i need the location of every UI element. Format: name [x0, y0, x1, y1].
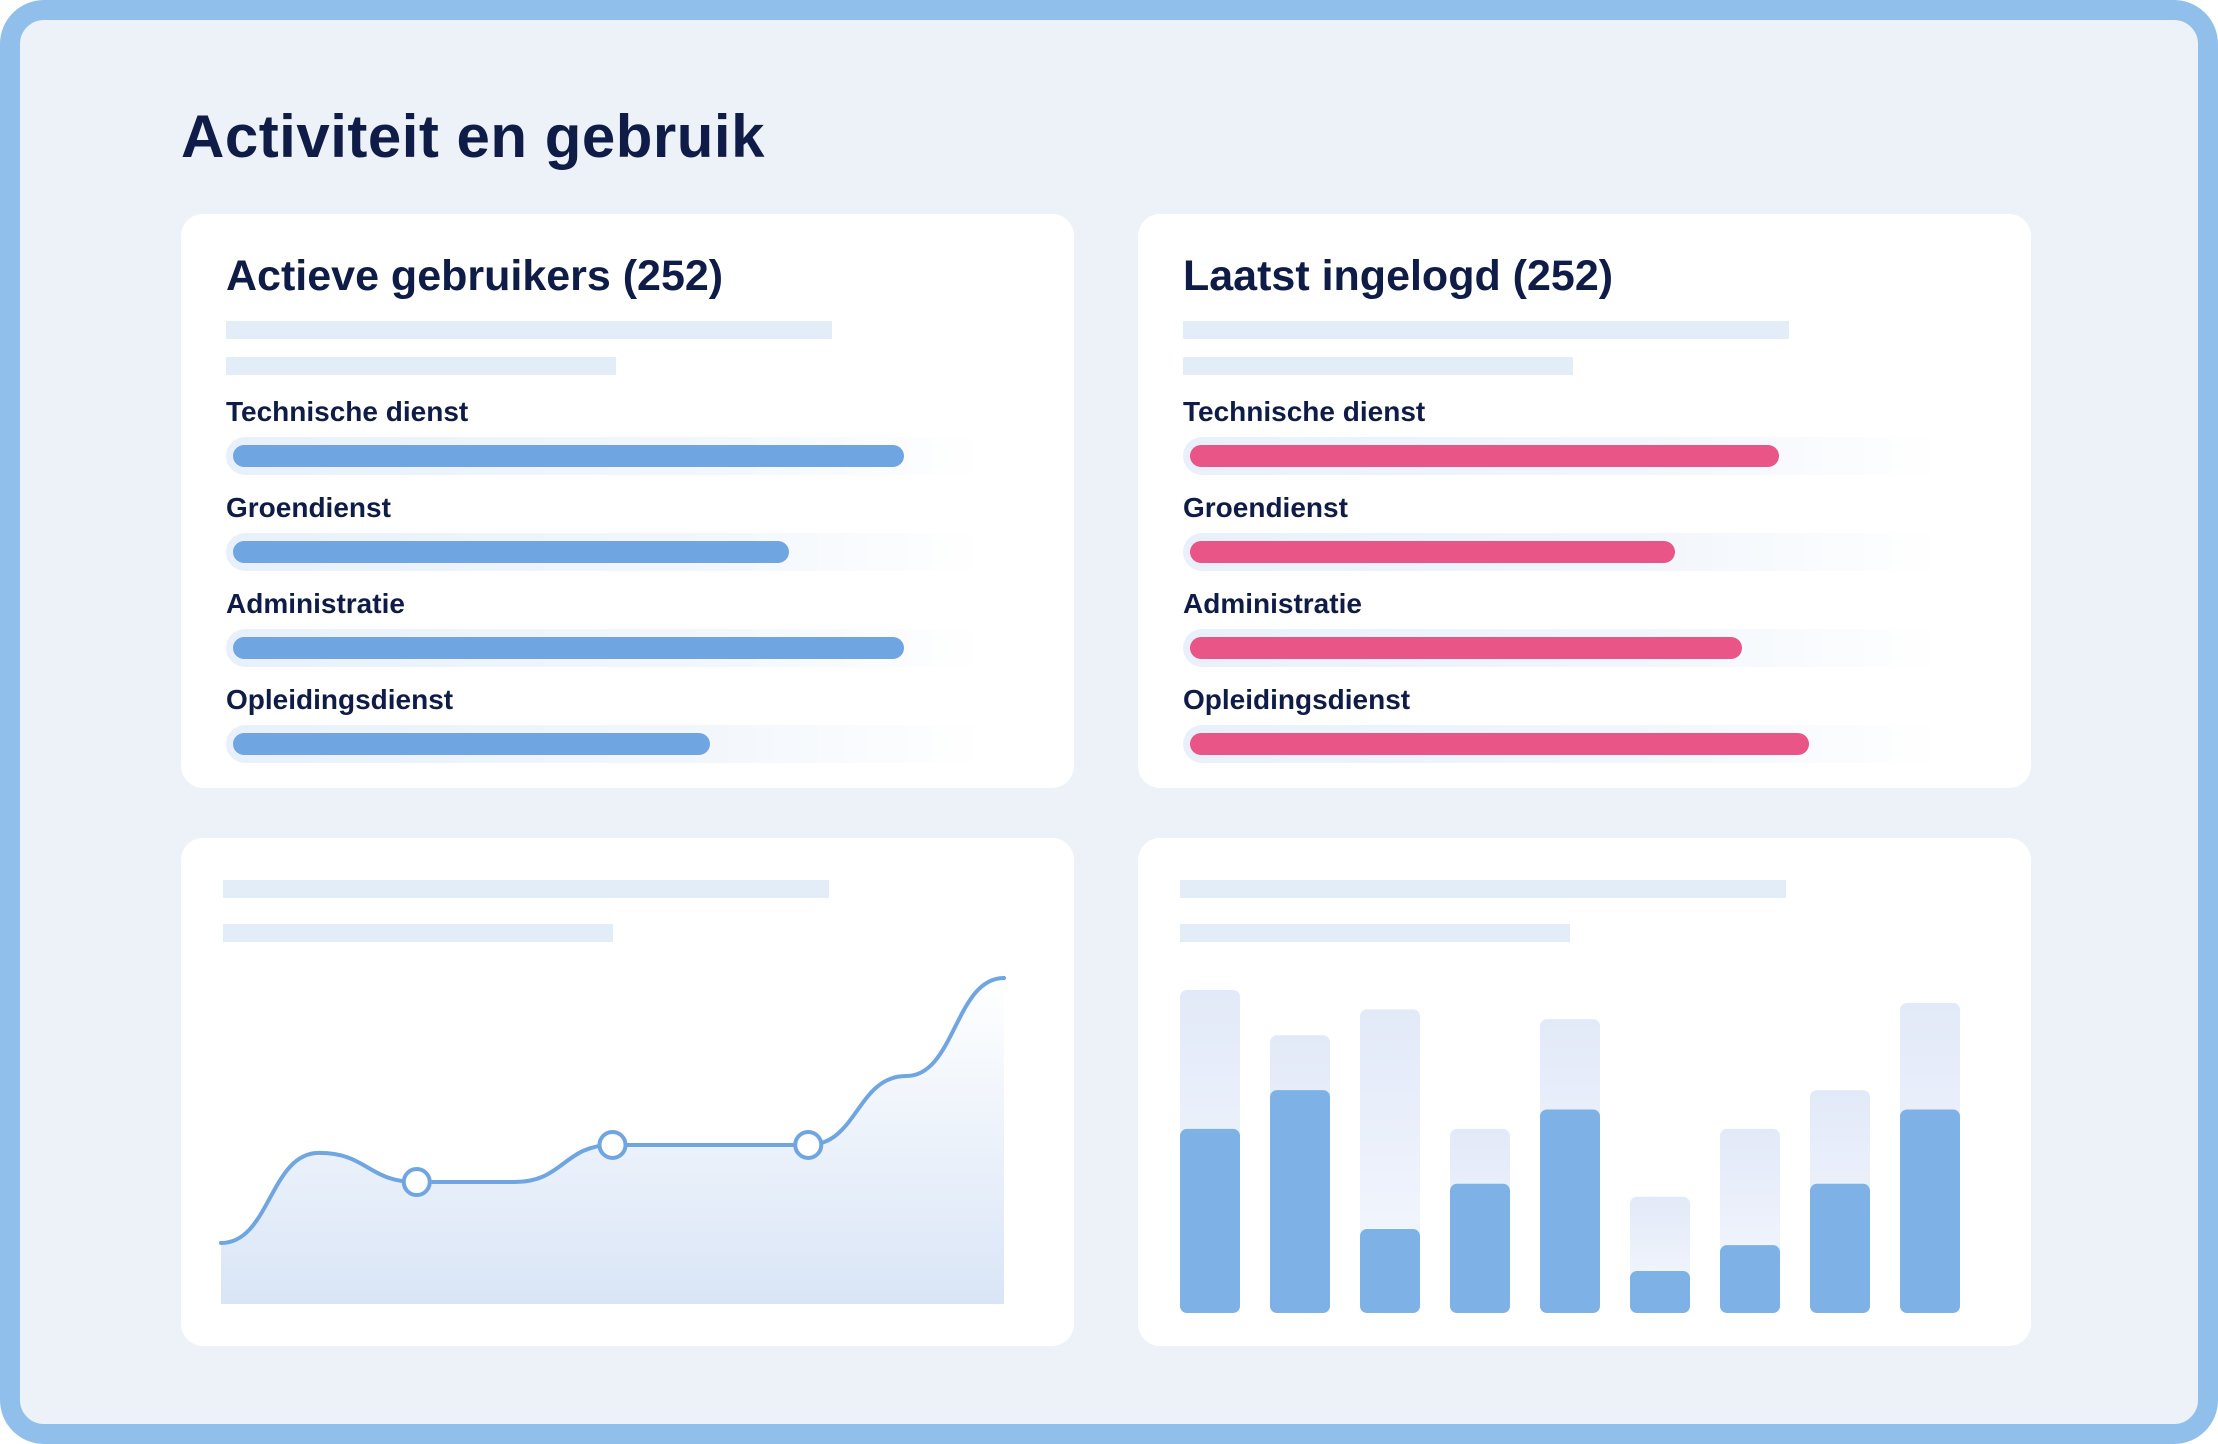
bar-track	[226, 533, 986, 571]
bar-track	[1183, 437, 1943, 475]
line-chart	[219, 976, 1006, 1304]
row-label-administratie: Administratie	[226, 588, 405, 619]
card-active-users: Actieve gebruikers (252) Technische dien…	[181, 214, 1074, 788]
placeholder-line	[1183, 357, 1573, 375]
bar-value	[1720, 1245, 1780, 1313]
row-label-opleidingsdienst: Opleidingsdienst	[1183, 684, 1411, 715]
bar-value	[1630, 1271, 1690, 1313]
placeholder-line	[226, 357, 616, 375]
card-bar-chart	[1138, 838, 2031, 1346]
row-label-technische-dienst: Technische dienst	[1183, 396, 1426, 427]
bar-value	[1900, 1109, 1960, 1313]
bar-value	[1540, 1109, 1600, 1313]
row-label-groendienst: Groendienst	[1183, 492, 1348, 523]
bar-track	[1183, 533, 1943, 571]
bar-fill-opleidingsdienst	[233, 733, 710, 755]
bar-track	[226, 629, 986, 667]
line-chart-area	[221, 978, 1004, 1304]
bar-value	[1450, 1183, 1510, 1313]
card-title-active-users: Actieve gebruikers (252)	[226, 252, 724, 300]
bar-track	[1183, 629, 1943, 667]
bar-fill-opleidingsdienst	[1190, 733, 1809, 755]
placeholder-line	[1180, 880, 1786, 898]
placeholder-line	[223, 880, 829, 898]
bar-fill-groendienst	[233, 541, 789, 563]
placeholder-line	[226, 321, 832, 339]
card-title-last-logged-in: Laatst ingelogd (252)	[1183, 252, 1614, 300]
bar-fill-groendienst	[1190, 541, 1675, 563]
bar-value	[1270, 1090, 1330, 1313]
bar-track	[226, 437, 986, 475]
line-chart-point	[597, 1129, 628, 1160]
bar-fill-technische-dienst	[233, 445, 904, 467]
bar-track	[1183, 725, 1943, 763]
bar-fill-administratie	[1190, 637, 1742, 659]
bar-value	[1810, 1183, 1870, 1313]
page-title: Activiteit en gebruik	[181, 103, 765, 170]
card-line-chart	[181, 838, 1074, 1346]
row-label-administratie: Administratie	[1183, 588, 1362, 619]
bar-chart	[1180, 990, 1960, 1313]
row-label-opleidingsdienst: Opleidingsdienst	[226, 684, 454, 715]
bar-fill-technische-dienst	[1190, 445, 1779, 467]
bar-fill-administratie	[233, 637, 904, 659]
placeholder-line	[1180, 924, 1570, 942]
row-label-technische-dienst: Technische dienst	[226, 396, 469, 427]
card-last-logged-in: Laatst ingelogd (252) Technische dienst …	[1138, 214, 2031, 788]
row-label-groendienst: Groendienst	[226, 492, 391, 523]
bar-value	[1360, 1229, 1420, 1313]
bar-value	[1180, 1128, 1240, 1313]
line-chart-point	[793, 1129, 824, 1160]
line-chart-point	[401, 1167, 432, 1198]
placeholder-line	[1183, 321, 1789, 339]
placeholder-line	[223, 924, 613, 942]
bar-track	[226, 725, 986, 763]
